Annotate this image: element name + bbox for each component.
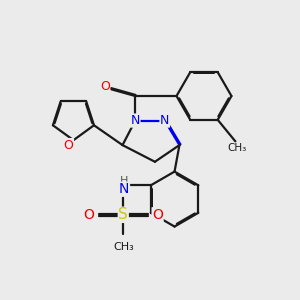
Text: H: H bbox=[120, 176, 128, 186]
Text: O: O bbox=[152, 208, 163, 222]
Text: CH₃: CH₃ bbox=[228, 143, 247, 153]
Text: S: S bbox=[118, 207, 128, 222]
Text: N: N bbox=[160, 114, 169, 127]
Text: O: O bbox=[64, 139, 74, 152]
Text: N: N bbox=[130, 114, 140, 127]
Text: N: N bbox=[119, 182, 129, 196]
Text: CH₃: CH₃ bbox=[113, 242, 134, 252]
Text: O: O bbox=[100, 80, 110, 93]
Text: O: O bbox=[83, 208, 94, 222]
